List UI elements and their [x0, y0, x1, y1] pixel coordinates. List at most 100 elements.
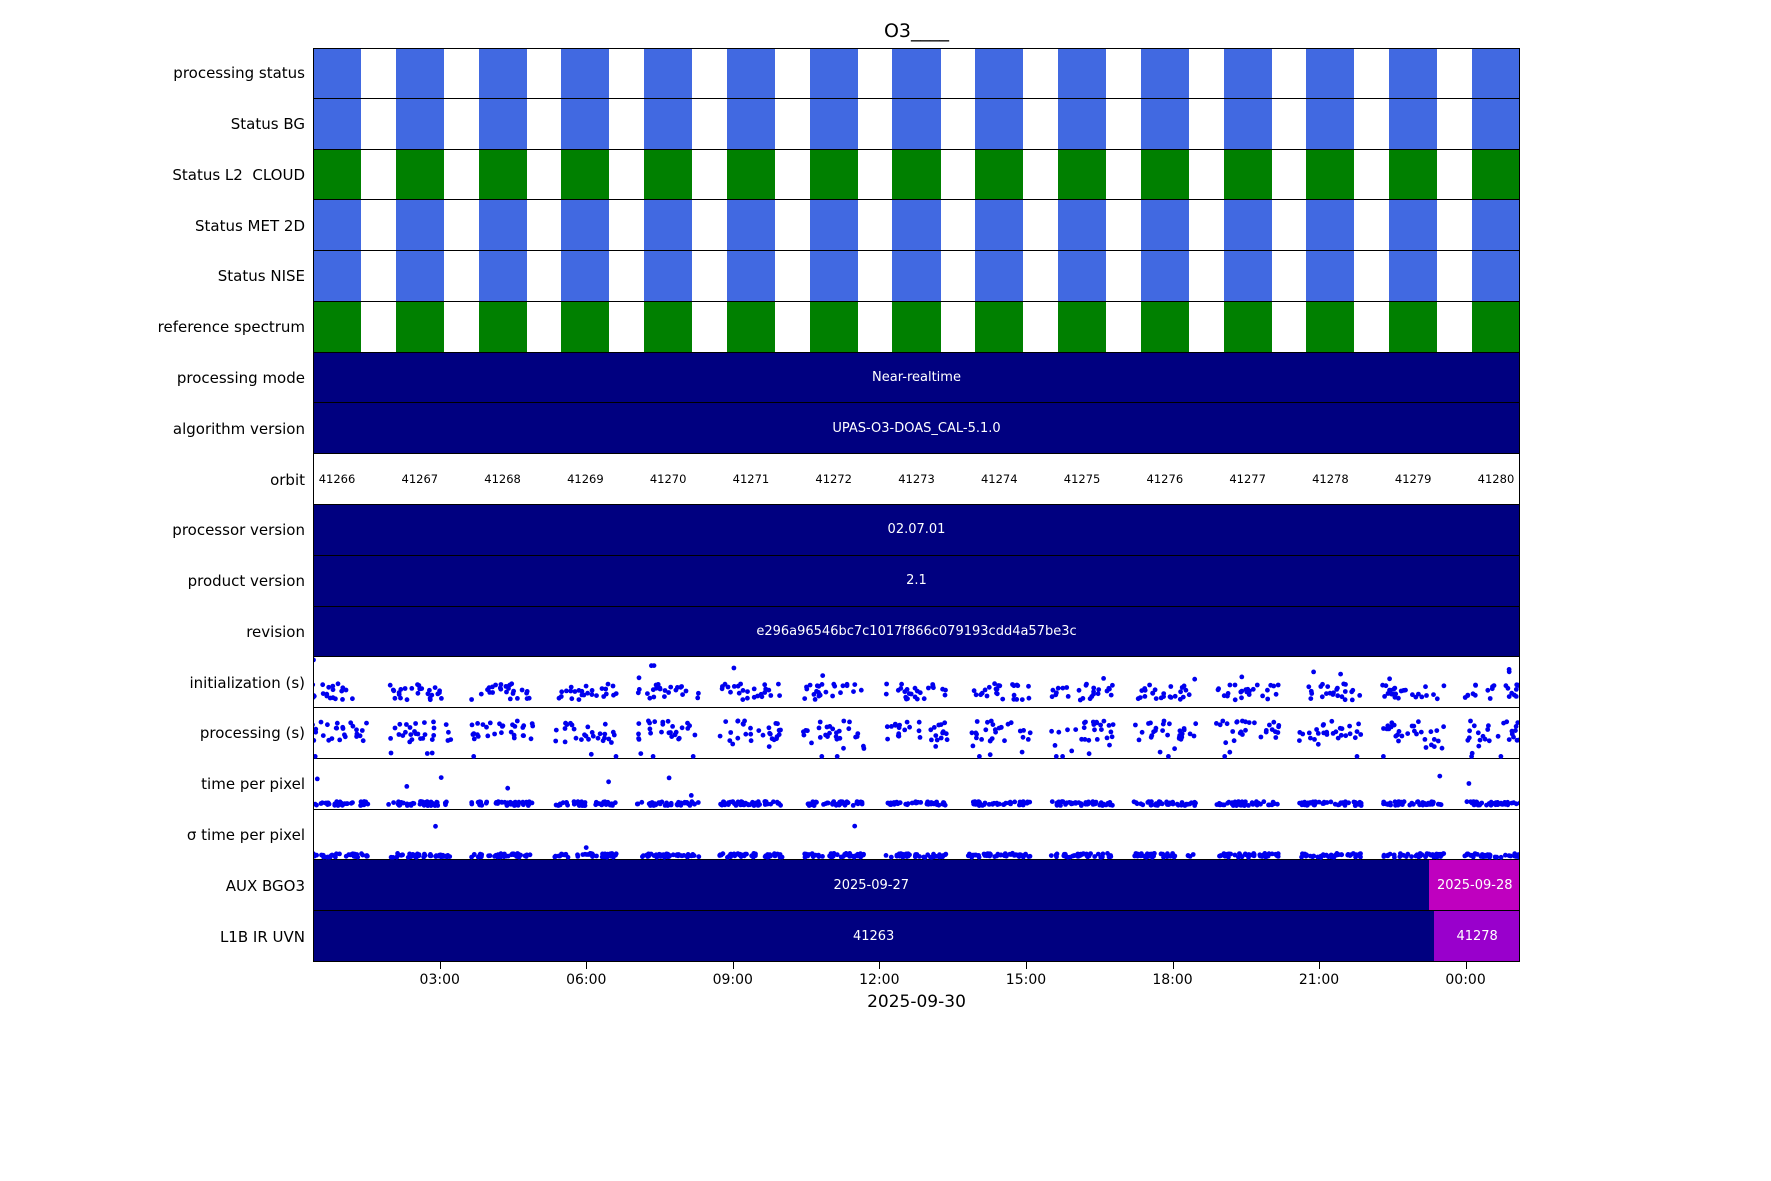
scatter-dot	[348, 720, 354, 726]
scatter-dot	[858, 799, 864, 805]
scatter-dot	[1183, 687, 1189, 693]
scatter-dot	[388, 854, 394, 860]
scatter-dot	[397, 721, 403, 727]
x-tick-label: 06:00	[566, 972, 607, 988]
scatter-dot	[1054, 690, 1059, 696]
scatter-dot	[504, 689, 509, 695]
scatter-dot	[431, 733, 437, 738]
scatter-dot	[1095, 691, 1101, 697]
scatter-dot	[993, 686, 999, 692]
scatter-dot	[992, 681, 997, 687]
row-band	[313, 810, 1520, 861]
scatter-dot	[1297, 800, 1302, 806]
scatter-dot	[942, 692, 948, 698]
status-block	[1389, 301, 1438, 352]
x-tick-mark	[732, 962, 734, 969]
status-block	[1140, 301, 1189, 352]
scatter-dot	[895, 733, 901, 739]
scatter-dot	[1220, 718, 1226, 724]
scatter-dot	[1082, 737, 1088, 742]
scatter-dot	[985, 719, 990, 725]
scatter-dot	[776, 681, 781, 687]
row-label: AUX BGO3	[225, 876, 305, 895]
status-block	[1471, 301, 1520, 352]
scatter-dot	[1178, 689, 1183, 695]
status-block	[644, 251, 693, 301]
scatter-dot	[855, 731, 861, 736]
status-block	[1223, 48, 1272, 98]
scatter-dot	[1477, 737, 1483, 743]
x-tick-label: 09:00	[712, 972, 753, 988]
scatter-dot	[604, 855, 610, 860]
scatter-dot	[639, 799, 645, 805]
scatter-dot	[1513, 854, 1519, 859]
scatter-dot	[1083, 682, 1089, 688]
scatter-dot	[602, 851, 608, 857]
scatter-dot	[1192, 676, 1198, 682]
scatter-dot	[589, 692, 595, 697]
scatter-dot	[342, 801, 348, 807]
scatter-dot	[1101, 718, 1107, 724]
scatter-dot	[583, 683, 589, 689]
scatter-dot	[1251, 852, 1257, 857]
scatter-dot	[644, 852, 649, 858]
orbit-number: 41269	[567, 472, 604, 487]
scatter-dot	[314, 776, 320, 782]
scatter-dot	[579, 688, 585, 694]
scatter-dot	[387, 682, 393, 688]
scatter-dot	[1424, 693, 1429, 698]
scatter-dot	[739, 799, 745, 805]
row-label: reference spectrum	[157, 318, 305, 337]
scatter-dot	[1157, 749, 1163, 755]
scatter-dot	[1439, 745, 1445, 751]
scatter-dot	[1405, 851, 1411, 857]
scatter-dot	[413, 721, 418, 726]
x-tick-mark	[1319, 962, 1321, 969]
scatter-dot	[1275, 682, 1281, 688]
scatter-dot	[1168, 695, 1174, 700]
scatter-dot	[981, 802, 987, 807]
scatter-dot	[806, 852, 812, 857]
scatter-dot	[1350, 851, 1356, 856]
scatter-dot	[1342, 689, 1348, 694]
scatter-dot	[318, 801, 324, 806]
scatter-dot	[480, 722, 486, 727]
scatter-dot	[560, 800, 566, 806]
scatter-dot	[1214, 721, 1219, 726]
scatter-dot	[1518, 695, 1520, 700]
bar-segment: UPAS-O3-DOAS_CAL-5.1.0	[313, 403, 1520, 454]
scatter-dot	[1427, 802, 1433, 807]
scatter-dot	[388, 750, 394, 756]
scatter-dot	[1170, 800, 1176, 806]
scatter-dot	[1159, 801, 1165, 807]
scatter-dot	[993, 729, 998, 735]
scatter-dot	[690, 852, 696, 857]
scatter-dot	[475, 732, 480, 738]
scatter-dot	[888, 800, 894, 806]
scatter-dot	[1385, 723, 1391, 729]
scatter-dot	[1319, 694, 1325, 700]
scatter-dot	[350, 852, 356, 858]
scatter-dot	[528, 736, 534, 742]
scatter-dot	[1271, 719, 1277, 725]
scatter-dot	[751, 686, 757, 692]
scatter-dot	[636, 675, 642, 681]
scatter-dot	[916, 719, 922, 725]
scatter-dot	[735, 799, 741, 805]
scatter-dot	[1060, 685, 1066, 691]
scatter-dot	[748, 738, 754, 744]
scatter-dot	[492, 731, 497, 737]
scatter-dot	[1083, 801, 1088, 807]
scatter-dot	[965, 853, 971, 859]
scatter-dot	[1441, 683, 1447, 689]
scatter-dot	[650, 754, 656, 759]
scatter-dot	[1255, 800, 1261, 806]
scatter-dot	[827, 853, 832, 859]
status-block	[313, 149, 362, 200]
scatter-dot	[802, 696, 808, 701]
scatter-dot	[690, 754, 696, 759]
scatter-dot	[313, 738, 317, 743]
scatter-dot	[1501, 720, 1506, 726]
bar-segment: 41278	[1434, 911, 1520, 961]
scatter-dot	[1087, 696, 1093, 702]
